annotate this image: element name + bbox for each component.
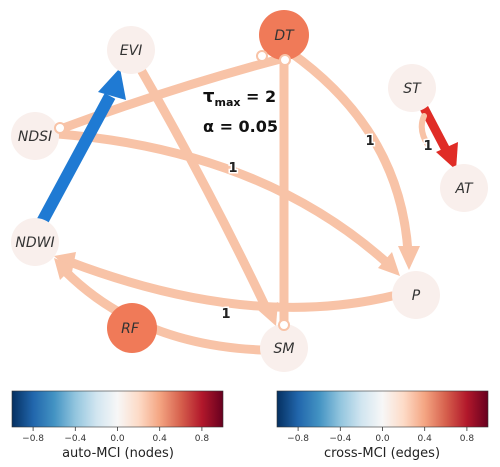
- node-label-sm: SM: [274, 341, 295, 357]
- node-sm[interactable]: [260, 324, 308, 372]
- node-label-ndsi: NDSI: [18, 129, 52, 145]
- open-circle-markers: [54, 50, 291, 331]
- colorbar-auto-mci-title: auto-MCI (nodes): [62, 446, 174, 461]
- colorbar-tick-label: −0.4: [64, 434, 86, 444]
- colorbar-tick-label: 0.4: [153, 434, 168, 444]
- colorbar-tick-label: 0.0: [375, 434, 390, 444]
- colorbar-tick-label: 0.0: [110, 434, 125, 444]
- edge-p-ndwi: [65, 257, 397, 312]
- open-circle-dt-right: [279, 54, 291, 66]
- node-ndsi[interactable]: [11, 112, 59, 160]
- node-rf[interactable]: [107, 303, 157, 353]
- edge-lag-labels: 1 1 1 1: [220, 133, 434, 324]
- node-label-st: ST: [403, 81, 422, 97]
- colorbar-auto-mci-strip: [11, 390, 224, 428]
- node-label-at: AT: [454, 181, 474, 197]
- node-labels: EVI DT ST NDSI AT NDWI P RF SM: [15, 28, 474, 357]
- colorbar-cross-mci: −0.8 −0.4 0.0 0.4 0.8 cross-MCI (edges): [276, 390, 489, 461]
- colorbar-tick-label: 0.4: [418, 434, 433, 444]
- node-label-ndwi: NDWI: [15, 235, 54, 251]
- node-evi[interactable]: [107, 26, 155, 74]
- edge-ndsi-p-arrowhead: [378, 252, 400, 276]
- open-circle-dt-ndsi: [54, 122, 66, 134]
- edge-ndsi-p: [53, 129, 391, 267]
- node-st[interactable]: [388, 64, 436, 112]
- edge-label-p-ndwi: 1: [221, 307, 230, 322]
- edge-evi-sm: [135, 63, 273, 317]
- open-circle-dt-evi: [256, 50, 268, 62]
- colorbar-cross-mci-strip: [276, 390, 489, 428]
- node-label-dt: DT: [274, 28, 295, 44]
- node-ndwi[interactable]: [11, 218, 59, 266]
- open-circle-sm-top: [278, 319, 290, 331]
- colorbars: −0.8 −0.4 0.0 0.4 0.8 auto-MCI (nodes) −0.8−…: [11, 390, 489, 461]
- edge-ndwi-evi-arrowhead: [98, 68, 126, 100]
- node-label-rf: RF: [121, 321, 140, 337]
- nodes-layer: [11, 10, 488, 372]
- colorbar-tick-label: −0.4: [329, 434, 351, 444]
- edge-dt-ndsi: [53, 53, 289, 135]
- alpha-label: α = 0.05: [203, 117, 278, 136]
- edge-st-at-arrowhead: [436, 142, 458, 170]
- edge-st-at: [420, 105, 450, 153]
- edge-sm-ndwi-arrowhead: [54, 258, 74, 280]
- edge-sm-ndwi: [61, 267, 267, 355]
- colorbar-auto-mci-ticks: −0.8 −0.4 0.0 0.4 0.8: [22, 427, 209, 444]
- edge-ndwi-evi: [36, 93, 116, 225]
- edge-st-at-lag-hook: [418, 113, 431, 148]
- node-label-evi: EVI: [120, 43, 143, 59]
- edge-dt-p: [285, 47, 413, 257]
- colorbar-tick-label: 0.8: [460, 434, 475, 444]
- parameter-annotation: τmax = 2 α = 0.05: [203, 86, 278, 136]
- node-p[interactable]: [392, 271, 440, 319]
- node-label-p: P: [412, 288, 421, 304]
- edge-label-dt-p: 1: [365, 134, 374, 149]
- colorbar-cross-mci-ticks: −0.8 −0.4 0.0 0.4 0.8: [287, 427, 474, 444]
- colorbar-tick-label: −0.8: [287, 434, 309, 444]
- tau-max-label: τmax = 2: [203, 86, 276, 109]
- node-at[interactable]: [440, 164, 488, 212]
- edge-label-st-at: 1: [423, 139, 432, 154]
- colorbar-tick-label: 0.8: [195, 434, 210, 444]
- edge-dt-p-arrowhead: [398, 246, 420, 270]
- colorbar-auto-mci: −0.8 −0.4 0.0 0.4 0.8 auto-MCI (nodes): [11, 390, 224, 461]
- colorbar-cross-mci-title: cross-MCI (edges): [324, 446, 440, 461]
- colorbar-tick-label: −0.8: [22, 434, 44, 444]
- node-dt[interactable]: [259, 10, 309, 60]
- edge-label-ndsi-p: 1: [228, 161, 237, 176]
